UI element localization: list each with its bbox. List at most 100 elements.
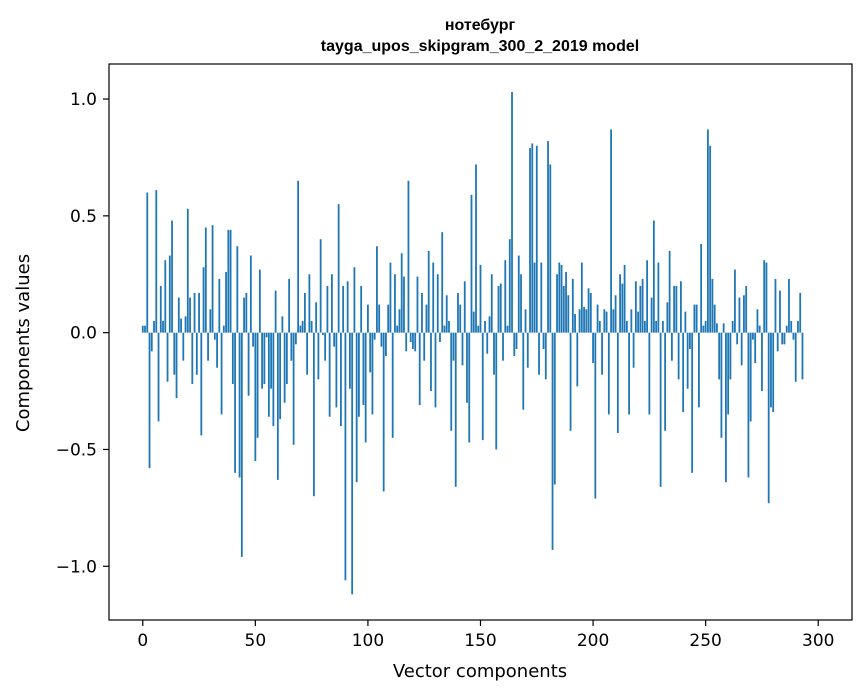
bar (713, 304, 716, 333)
bar (310, 320, 313, 333)
x-axis-ticks: 0 50 100 150 200 250 300 (137, 620, 834, 651)
bar (394, 274, 396, 333)
bar (421, 292, 423, 333)
bar (763, 260, 766, 333)
bar (488, 316, 491, 333)
bar (648, 332, 651, 415)
bar (364, 332, 367, 443)
bar (292, 332, 295, 445)
bar (362, 332, 365, 406)
bar (470, 194, 473, 333)
bar (355, 332, 358, 483)
bar (623, 264, 626, 333)
bar (598, 320, 601, 333)
bar (556, 274, 558, 333)
bar (468, 332, 471, 443)
bar (171, 220, 173, 333)
bar (432, 262, 435, 333)
bar (513, 332, 516, 357)
bar (144, 325, 146, 333)
bar (772, 332, 775, 413)
bar (454, 332, 457, 487)
x-tick-label: 50 (245, 631, 267, 651)
bar (738, 297, 741, 333)
bar (328, 332, 331, 417)
bar (702, 325, 705, 333)
bar (722, 323, 725, 333)
bar (155, 190, 158, 333)
bar (720, 332, 723, 438)
bar (583, 306, 585, 333)
bar (331, 274, 333, 333)
bar (389, 262, 392, 333)
bar (779, 290, 781, 333)
bar (360, 285, 363, 333)
bar (520, 274, 522, 333)
bar (801, 332, 804, 380)
bar (641, 278, 644, 333)
bar (157, 332, 160, 422)
y-tick-label: 0.0 (70, 324, 97, 344)
bar (229, 229, 232, 333)
bar (578, 309, 581, 333)
bar (184, 316, 187, 333)
bar (301, 320, 304, 333)
bar (508, 239, 511, 333)
bar (506, 325, 509, 333)
bar (542, 332, 545, 350)
bar (263, 332, 266, 385)
bar (652, 220, 655, 333)
bar (675, 285, 678, 333)
bar (630, 309, 633, 333)
bar (551, 332, 554, 550)
bar (294, 332, 297, 345)
bar (562, 285, 565, 333)
bar (594, 332, 597, 499)
bar (209, 309, 212, 333)
bar (711, 278, 714, 333)
bar (749, 332, 752, 422)
bar (754, 332, 757, 364)
bar (202, 267, 205, 333)
bar (333, 332, 336, 347)
bar (792, 332, 795, 340)
bar (574, 313, 576, 333)
bar (596, 304, 599, 333)
bar (747, 332, 750, 478)
bar (497, 285, 500, 333)
bar (342, 285, 345, 333)
bar (610, 129, 612, 333)
bar (376, 246, 378, 333)
bar (425, 304, 428, 333)
bar (695, 304, 698, 333)
bar (637, 311, 640, 333)
x-tick-label: 0 (137, 631, 148, 651)
bar (182, 332, 185, 361)
bar (405, 332, 408, 352)
bar (576, 332, 579, 387)
bar (524, 309, 527, 333)
bar (418, 332, 421, 406)
bar (625, 320, 628, 333)
bar (308, 274, 311, 333)
bar (272, 332, 275, 427)
bar (457, 292, 459, 333)
bar (522, 332, 525, 410)
bar (650, 297, 653, 333)
bar (475, 164, 477, 333)
bar (616, 332, 619, 434)
bar (668, 250, 671, 333)
bar (351, 332, 354, 595)
bar (580, 262, 583, 333)
bar (168, 255, 171, 333)
bar (727, 332, 730, 415)
bar (452, 332, 455, 361)
bar (740, 332, 743, 366)
bar (159, 285, 162, 333)
x-tick-label: 300 (802, 631, 834, 651)
bar (439, 332, 441, 342)
bar (756, 309, 759, 333)
bar (688, 332, 691, 350)
bar (538, 332, 540, 375)
